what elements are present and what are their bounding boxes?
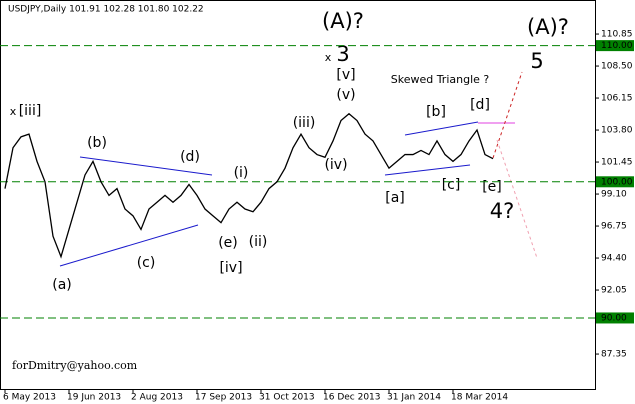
annotation: x bbox=[325, 51, 332, 64]
y-tick-label: 103.80 bbox=[601, 126, 633, 136]
trendline bbox=[59, 224, 199, 267]
x-tick-label: 2 Aug 2013 bbox=[131, 393, 183, 403]
annotation: (v) bbox=[336, 87, 355, 103]
y-tick-label: 96.75 bbox=[601, 222, 627, 232]
forecast-line bbox=[496, 139, 538, 259]
level-label: 100.00 bbox=[601, 177, 633, 187]
annotation: (a) bbox=[52, 277, 72, 293]
annotation: (c) bbox=[137, 255, 156, 271]
chart-title: USDJPY,Daily 101.91 102.28 101.80 102.22 bbox=[8, 5, 204, 15]
level-label-box bbox=[596, 40, 634, 52]
annotation: Skewed Triangle ? bbox=[391, 73, 490, 86]
y-tick-label: 92.05 bbox=[601, 286, 627, 296]
annotation: x bbox=[10, 105, 17, 118]
x-tick-label: 19 Jun 2013 bbox=[67, 393, 121, 403]
annotation: 5 bbox=[530, 49, 543, 73]
trendline bbox=[79, 156, 213, 176]
annotation: [c] bbox=[442, 177, 461, 193]
y-tick-label: 106.15 bbox=[601, 94, 633, 104]
y-tick-label: 99.10 bbox=[601, 190, 627, 200]
y-tick-label: 108.50 bbox=[601, 62, 633, 72]
level-label: 110.00 bbox=[601, 41, 633, 51]
price-line bbox=[4, 112, 494, 259]
annotation: (iv) bbox=[324, 157, 347, 173]
x-tick-label: 18 Mar 2014 bbox=[451, 393, 508, 403]
annotation: [e] bbox=[482, 179, 502, 195]
level-label: 90.00 bbox=[601, 313, 627, 323]
x-tick-label: 31 Jan 2014 bbox=[387, 393, 441, 403]
annotation: (iii) bbox=[293, 115, 316, 131]
x-tick-label: 31 Oct 2013 bbox=[259, 393, 315, 403]
annotation: 4? bbox=[490, 199, 515, 223]
annotation: (A)? bbox=[527, 15, 569, 39]
annotation: [iv] bbox=[219, 260, 242, 276]
plot-frame bbox=[0, 0, 596, 390]
annotations: (A)? (A)? x 3 [v] (v) Skewed Triangle ? … bbox=[10, 9, 569, 293]
annotation: [a] bbox=[385, 190, 405, 206]
level-label-box bbox=[596, 176, 634, 188]
y-tick-label: 94.40 bbox=[601, 254, 627, 264]
annotation: (A)? bbox=[322, 9, 364, 33]
annotation: (b) bbox=[87, 135, 107, 151]
annotation: [iii] bbox=[19, 103, 42, 119]
watermark: forDmitry@yahoo.com bbox=[12, 359, 138, 372]
annotation: [b] bbox=[426, 104, 446, 120]
annotation: (i) bbox=[234, 165, 249, 181]
annotation: (e) bbox=[218, 235, 238, 251]
annotation: 3 bbox=[336, 42, 349, 66]
y-tick-label: 87.35 bbox=[601, 350, 627, 360]
level-label-box bbox=[596, 312, 634, 324]
y-tick-label: 101.45 bbox=[601, 158, 633, 168]
trendline bbox=[384, 164, 471, 176]
annotation: [d] bbox=[470, 97, 490, 113]
x-tick-label: 16 Dec 2013 bbox=[323, 393, 381, 403]
y-tick-label: 110.85 bbox=[601, 30, 633, 40]
x-tick-label: 6 May 2013 bbox=[3, 393, 56, 403]
annotation: [v] bbox=[336, 67, 355, 83]
x-tick-label: 17 Sep 2013 bbox=[195, 393, 252, 403]
annotation: (d) bbox=[180, 149, 200, 165]
annotation: (ii) bbox=[249, 234, 268, 250]
trendlines bbox=[59, 121, 479, 267]
trendline bbox=[404, 121, 479, 136]
